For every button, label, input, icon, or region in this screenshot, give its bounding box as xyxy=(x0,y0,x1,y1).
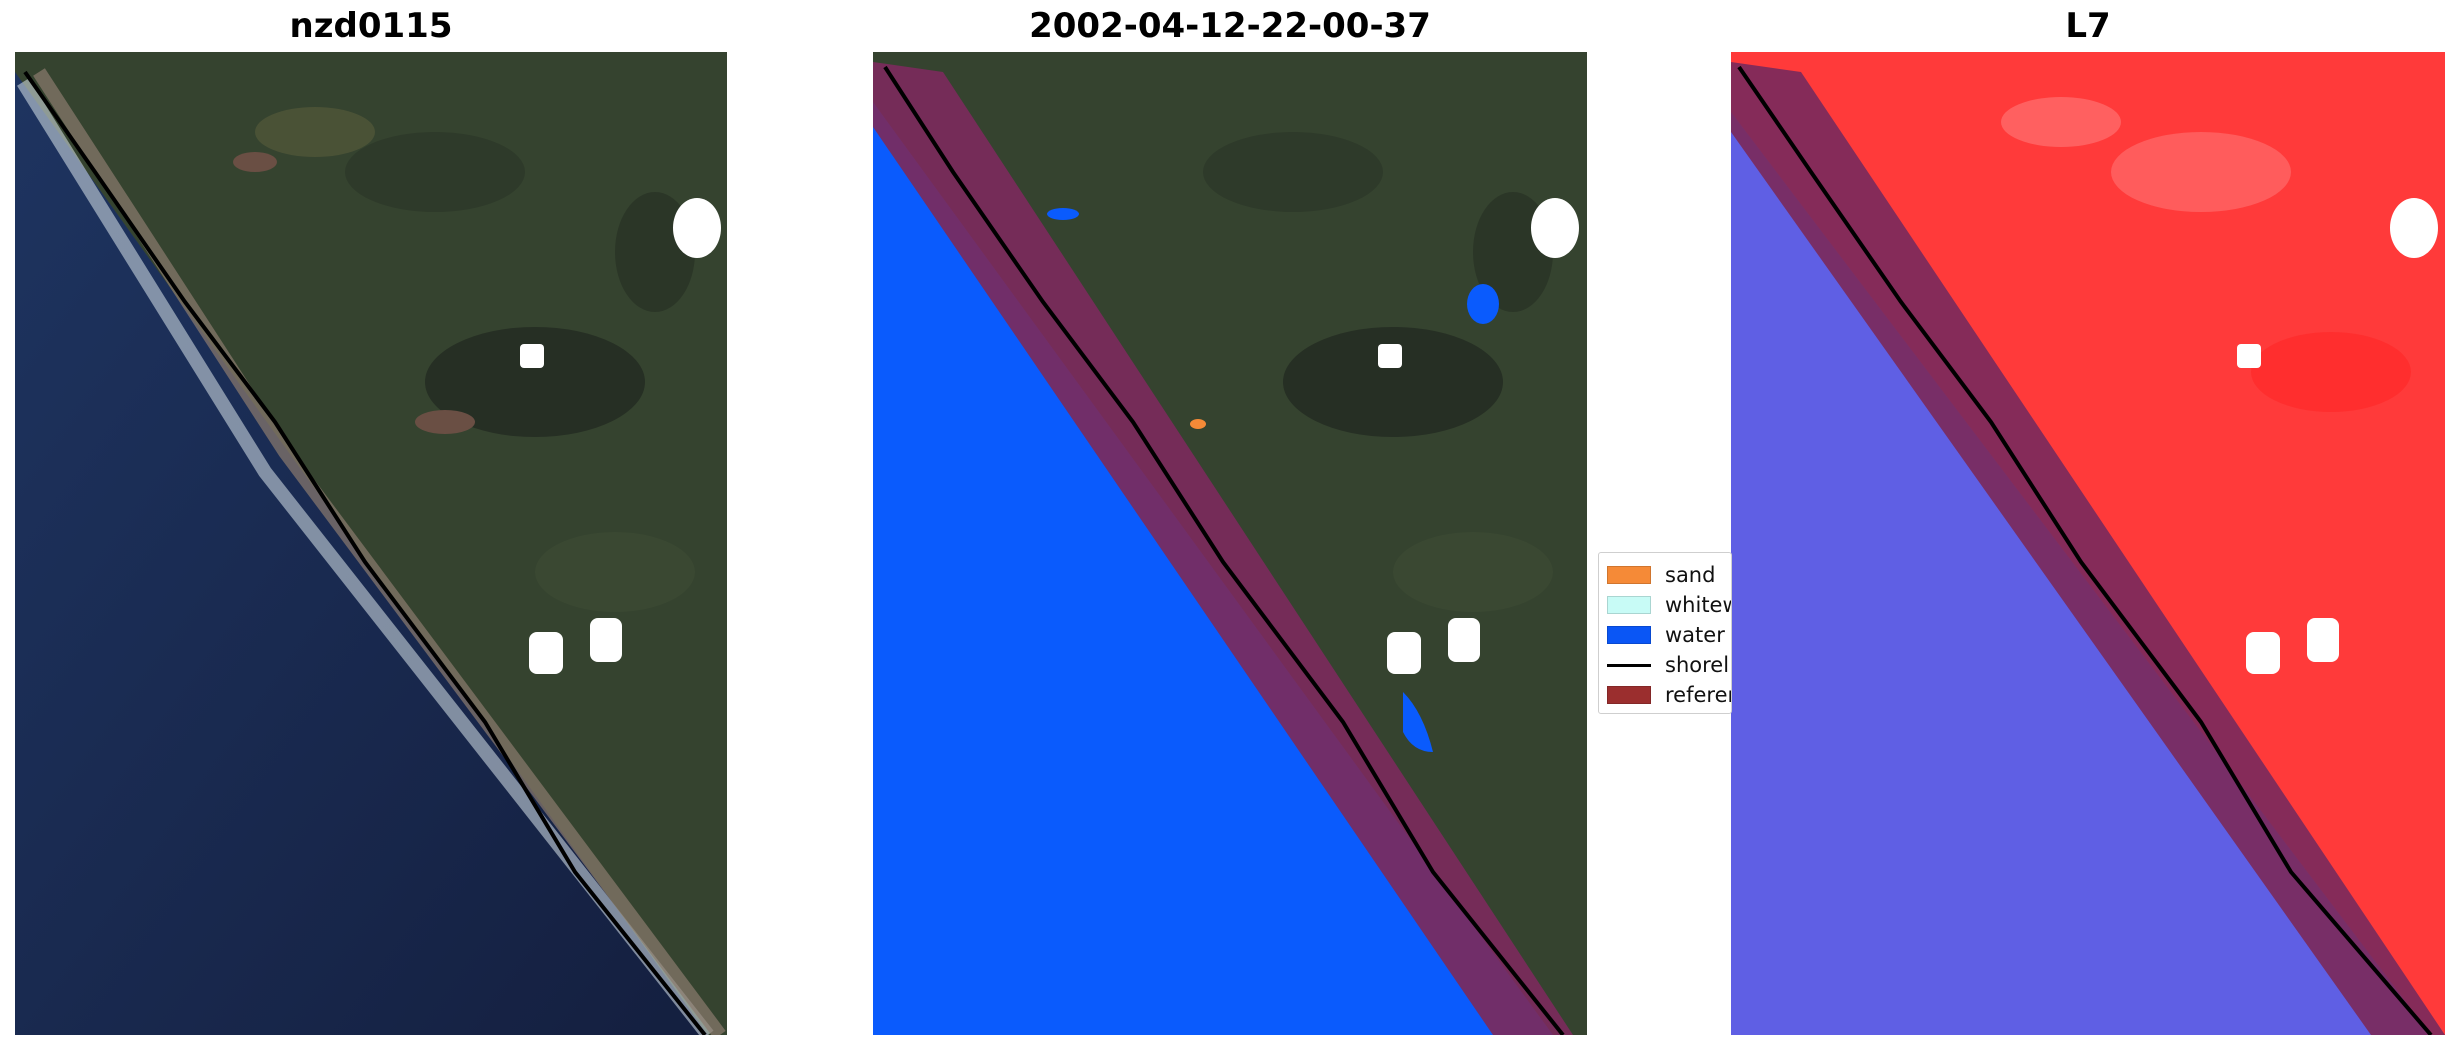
shoreline-line xyxy=(883,65,1565,1035)
panel-title-classified: 2002-04-12-22-00-37 xyxy=(1029,6,1431,46)
legend-swatch-shoreline xyxy=(1607,663,1651,667)
legend-label: referen xyxy=(1665,683,1731,707)
rgb-satellite-image xyxy=(15,52,727,1035)
legend-label: shorel xyxy=(1665,653,1730,677)
legend-item-shoreline: shorel xyxy=(1607,651,1729,679)
l7-index-image xyxy=(1731,52,2445,1035)
shoreline-line xyxy=(1737,65,2433,1035)
legend-swatch-water xyxy=(1607,626,1651,644)
legend-swatch-whitewater xyxy=(1607,596,1651,614)
legend-item-sand: sand xyxy=(1607,561,1715,589)
panel-title-rgb: nzd0115 xyxy=(289,6,453,46)
panel-title-nir: L7 xyxy=(2065,6,2111,46)
classified-image xyxy=(873,52,1587,1035)
legend-item-water: water xyxy=(1607,621,1725,649)
legend-label: sand xyxy=(1665,563,1716,587)
legend-label: water xyxy=(1665,623,1725,647)
legend-swatch-reference xyxy=(1607,686,1651,704)
legend-item-reference: referen xyxy=(1607,681,1731,709)
legend-swatch-sand xyxy=(1607,566,1651,584)
shoreline-line xyxy=(23,70,707,1035)
